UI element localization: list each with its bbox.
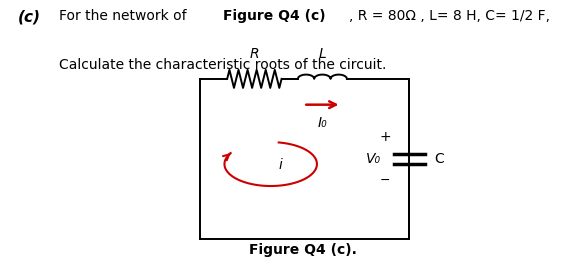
Text: Figure Q4 (c).: Figure Q4 (c). <box>249 243 357 257</box>
Text: V₀: V₀ <box>366 152 381 166</box>
Text: +: + <box>379 130 391 144</box>
Text: i: i <box>279 158 283 172</box>
Text: L: L <box>318 47 326 61</box>
Text: Calculate the characteristic roots of the circuit.: Calculate the characteristic roots of th… <box>58 58 386 72</box>
Text: I₀: I₀ <box>318 116 327 130</box>
Text: , R = 80Ω , L= 8 H, C= 1/2 F,: , R = 80Ω , L= 8 H, C= 1/2 F, <box>349 9 550 23</box>
Text: −: − <box>380 174 390 187</box>
Text: R: R <box>249 47 259 61</box>
Text: For the network of: For the network of <box>58 9 190 23</box>
Text: C: C <box>434 152 444 166</box>
Text: (c): (c) <box>18 9 41 24</box>
Text: Figure Q4 (c): Figure Q4 (c) <box>223 9 326 23</box>
